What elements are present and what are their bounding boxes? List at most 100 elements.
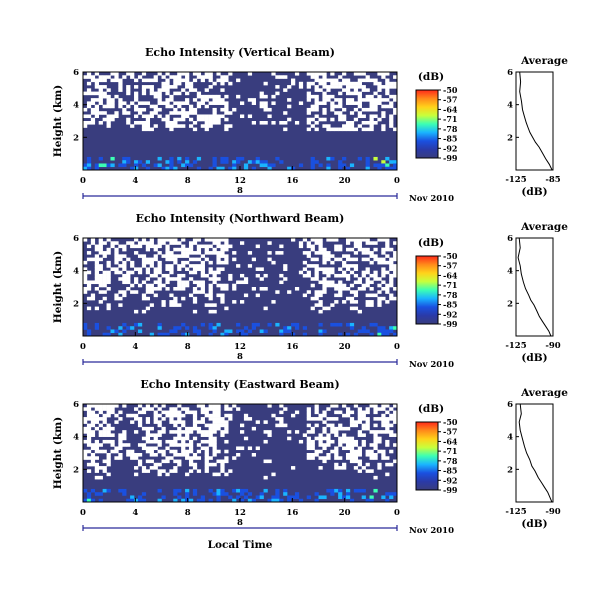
heatmap-cell bbox=[342, 156, 347, 161]
heatmap-cell bbox=[279, 329, 284, 334]
heatmap-cell bbox=[349, 101, 355, 105]
heatmap-cell bbox=[173, 326, 178, 330]
heatmap-cell bbox=[94, 413, 99, 418]
heatmap-cell bbox=[86, 329, 92, 334]
heatmap-cell bbox=[361, 283, 366, 288]
heatmap-cell bbox=[122, 322, 127, 327]
heatmap-cell bbox=[157, 326, 162, 330]
heatmap-cell bbox=[83, 430, 88, 434]
heatmap-cell bbox=[322, 329, 327, 334]
heatmap-cell bbox=[86, 407, 92, 411]
heatmap-cell bbox=[389, 273, 394, 278]
heatmap-cell bbox=[314, 264, 319, 268]
heatmap-cell bbox=[196, 404, 202, 408]
heatmap-cell bbox=[330, 283, 335, 288]
heatmap-cell bbox=[118, 104, 123, 109]
heatmap-cell bbox=[212, 270, 217, 275]
heatmap-cell bbox=[365, 462, 370, 467]
heatmap-cell bbox=[157, 322, 162, 327]
heatmap-cell bbox=[118, 290, 123, 294]
heatmap-cell bbox=[357, 462, 362, 467]
heatmap-cell bbox=[169, 439, 174, 444]
heatmap-cell bbox=[153, 439, 158, 444]
heatmap-cell bbox=[185, 267, 190, 271]
heatmap-cell bbox=[232, 287, 237, 291]
heatmap-cell bbox=[306, 85, 311, 89]
y-tick-label: 2 bbox=[507, 299, 513, 309]
heatmap-cell bbox=[192, 426, 198, 431]
heatmap-cell bbox=[157, 449, 162, 454]
heatmap-cell bbox=[326, 443, 331, 447]
heatmap-cell bbox=[251, 322, 256, 327]
heatmap-cell bbox=[393, 98, 398, 102]
heatmap-cell bbox=[318, 436, 323, 441]
heatmap-cell bbox=[208, 114, 213, 119]
heatmap-cell bbox=[157, 430, 162, 434]
heatmap-cell bbox=[330, 404, 335, 408]
heatmap-cell bbox=[385, 156, 390, 161]
heatmap-cell bbox=[326, 251, 331, 255]
heatmap-cell bbox=[110, 104, 115, 109]
heatmap-cell bbox=[365, 300, 370, 304]
heatmap-cell bbox=[232, 107, 237, 112]
heatmap-cell bbox=[377, 466, 382, 470]
heatmap-cell bbox=[208, 413, 213, 418]
heatmap-cell bbox=[130, 290, 135, 294]
heatmap-cell bbox=[361, 251, 366, 255]
heatmap-cell bbox=[345, 127, 351, 132]
heatmap-cell bbox=[345, 439, 351, 444]
heatmap-cell bbox=[110, 98, 115, 102]
heatmap-cell bbox=[314, 436, 319, 441]
heatmap-cell bbox=[338, 114, 343, 119]
heatmap-cell bbox=[373, 439, 378, 444]
heatmap-cell bbox=[90, 446, 96, 451]
heatmap-cell bbox=[149, 104, 154, 109]
heatmap-cell bbox=[393, 257, 398, 262]
heatmap-cell bbox=[83, 107, 88, 112]
heatmap-cell bbox=[177, 436, 182, 441]
heatmap-cell bbox=[157, 407, 162, 411]
heatmap-cell bbox=[310, 160, 315, 164]
heatmap-cell bbox=[83, 449, 88, 454]
heatmap-cell bbox=[196, 264, 202, 268]
heatmap-cell bbox=[181, 101, 186, 105]
heatmap-cell bbox=[385, 462, 390, 467]
heatmap-cell bbox=[322, 459, 327, 464]
heatmap-cell bbox=[338, 267, 343, 271]
heatmap-cell bbox=[161, 332, 166, 337]
heatmap-cell bbox=[134, 322, 139, 327]
x-tick-label: -125 bbox=[505, 341, 526, 351]
heatmap-cell bbox=[192, 453, 198, 457]
heatmap-cell bbox=[188, 410, 194, 415]
heatmap-cell bbox=[200, 264, 205, 268]
heatmap-cell bbox=[86, 404, 92, 408]
heatmap-cell bbox=[134, 267, 139, 271]
heatmap-cell bbox=[185, 280, 190, 285]
heatmap-cell bbox=[389, 413, 394, 418]
heatmap-cell bbox=[338, 488, 343, 493]
heatmap-cell bbox=[385, 81, 390, 86]
heatmap-cell bbox=[224, 107, 229, 112]
heatmap-cell bbox=[220, 244, 225, 249]
heatmap-cell bbox=[200, 446, 205, 451]
heatmap-cell bbox=[263, 107, 268, 112]
heatmap-cell bbox=[181, 260, 186, 265]
heatmap-cell bbox=[334, 257, 339, 262]
heatmap-cell bbox=[240, 446, 245, 451]
heatmap-cell bbox=[251, 101, 256, 105]
heatmap-cell bbox=[165, 101, 170, 105]
heatmap-cell bbox=[369, 260, 374, 265]
heatmap-cell bbox=[224, 459, 229, 464]
colorbar-tick-label: -78 bbox=[443, 290, 458, 300]
heatmap-cell bbox=[365, 407, 370, 411]
heatmap-cell bbox=[247, 98, 253, 102]
heatmap-cell bbox=[224, 127, 229, 132]
heatmap-cell bbox=[94, 287, 99, 291]
heatmap-cell bbox=[145, 433, 151, 437]
heatmap-cell bbox=[110, 156, 115, 161]
heatmap-cell bbox=[126, 449, 131, 454]
heatmap-cell bbox=[330, 423, 335, 428]
heatmap-cell bbox=[349, 436, 355, 441]
heatmap-cell bbox=[294, 495, 300, 500]
heatmap-cell bbox=[318, 309, 323, 314]
